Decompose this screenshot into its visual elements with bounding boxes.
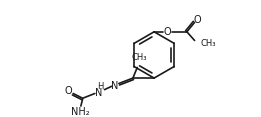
Text: H: H [97, 82, 103, 91]
Text: CH₃: CH₃ [200, 39, 216, 48]
Text: N: N [96, 88, 103, 98]
Text: N: N [111, 81, 118, 91]
Text: O: O [193, 15, 201, 25]
Text: O: O [164, 27, 171, 37]
Text: CH₃: CH₃ [132, 53, 147, 62]
Text: O: O [64, 86, 72, 96]
Text: NH₂: NH₂ [70, 107, 89, 117]
